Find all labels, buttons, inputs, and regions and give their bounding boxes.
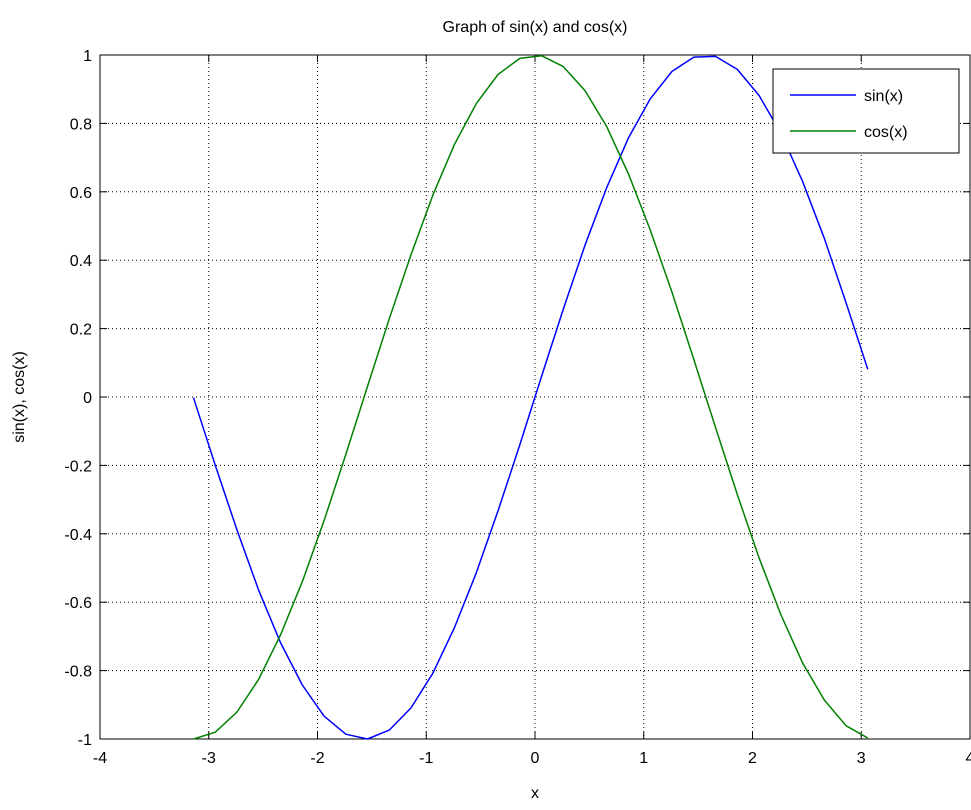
y-tick-label: -0.8 (64, 664, 92, 681)
axis-ticks: -4 -3 -2 -1 0 1 2 3 4 -1 -0.8 -0.6 -0.4 -0.2 0 0.2 0.4 0.… (64, 48, 971, 767)
series-lines (192, 54, 869, 740)
y-tick-label: 0.6 (70, 185, 92, 202)
x-tick-label: -3 (202, 750, 216, 767)
grid-lines (100, 55, 970, 739)
x-tick-label: 2 (748, 750, 757, 767)
y-axis-label: sin(x), cos(x) (11, 351, 28, 443)
series-line-sin (192, 55, 869, 740)
x-tick-label: -2 (310, 750, 324, 767)
y-tick-label: -0.4 (64, 527, 92, 544)
legend-label-sin: sin(x) (864, 88, 903, 105)
y-tick-label: 0 (83, 390, 92, 407)
y-tick-label: 0.2 (70, 322, 92, 339)
legend: sin(x) cos(x) (772, 68, 960, 154)
legend-box (772, 68, 960, 154)
y-tick-label: -0.2 (64, 458, 92, 475)
y-tick-label: 0.8 (70, 116, 92, 133)
x-tick-label: 3 (857, 750, 866, 767)
x-tick-label: 1 (639, 750, 648, 767)
series-line-cos (193, 54, 869, 740)
y-tick-label: 0.4 (70, 253, 92, 270)
x-tick-label: 4 (966, 750, 971, 767)
chart-title: Graph of sin(x) and cos(x) (443, 19, 628, 36)
x-tick-label: -4 (93, 750, 107, 767)
y-tick-label: -1 (78, 732, 92, 749)
y-tick-label: -0.6 (64, 595, 92, 612)
y-tick-label: 1 (83, 48, 92, 65)
x-tick-label: 0 (531, 750, 540, 767)
legend-label-cos: cos(x) (864, 124, 908, 141)
x-tick-label: -1 (419, 750, 433, 767)
x-axis-label: x (531, 785, 539, 802)
